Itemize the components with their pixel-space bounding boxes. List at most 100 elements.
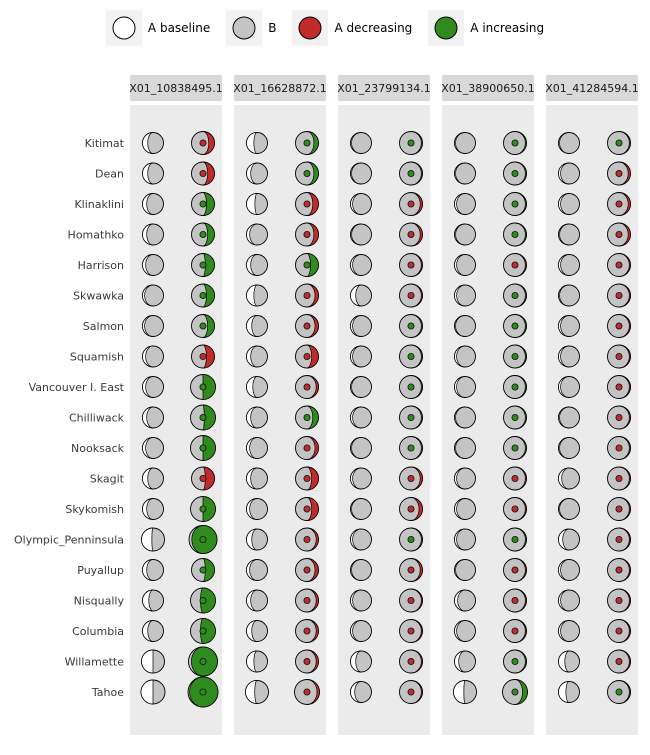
direction-dot [303, 352, 311, 360]
direction-dot [303, 688, 311, 696]
direction-dot [511, 505, 519, 513]
baseline-moon [558, 162, 570, 185]
cell-glyphs [350, 588, 423, 613]
baseline-moon [246, 315, 258, 337]
change-moon [306, 375, 319, 399]
change-moon [618, 344, 631, 369]
change-moon [202, 558, 215, 582]
row-label: Vancouver I. East [29, 381, 125, 394]
baseline-moon [246, 620, 258, 642]
direction-dot [199, 383, 207, 391]
baseline-moon [142, 376, 154, 398]
legend-key-b: B [226, 10, 276, 46]
baseline-moon [454, 315, 466, 337]
direction-dot [303, 474, 311, 482]
change-moon [306, 619, 319, 643]
cell-glyphs [558, 344, 631, 369]
row-label: Homathko [68, 229, 125, 242]
cell-glyphs [246, 375, 319, 399]
direction-dot [303, 170, 311, 178]
direction-dot [199, 352, 207, 360]
change-moon [202, 131, 215, 155]
cell-glyphs [142, 192, 215, 216]
cell-glyphs [350, 161, 423, 186]
baseline-moon [558, 315, 570, 337]
moon-chart-svg: Kitimat Dean Klinaklini Homathko Harrison Skw… [14, 75, 639, 735]
change-moon [514, 679, 528, 705]
cell-glyphs [350, 283, 423, 308]
change-moon [514, 161, 527, 186]
direction-dot [511, 444, 519, 452]
change-moon [618, 131, 631, 155]
change-moon [410, 253, 423, 277]
direction-dot [615, 322, 623, 330]
change-moon [202, 435, 216, 461]
baseline-moon [454, 589, 466, 612]
direction-dot [407, 383, 415, 391]
direction-dot [511, 200, 519, 208]
direction-dot [199, 566, 207, 574]
direction-dot [199, 627, 207, 635]
row-label: Klinaklini [74, 198, 124, 211]
direction-dot [199, 261, 207, 269]
legend-swatch-circle [298, 16, 322, 40]
row-label: Nooksack [71, 442, 125, 455]
cell-glyphs [558, 192, 631, 216]
cell-glyphs [558, 161, 631, 186]
moon-chart-area: Kitimat Dean Klinaklini Homathko Harrison Skw… [0, 65, 650, 754]
cell-glyphs [558, 131, 631, 155]
change-moon [202, 314, 215, 338]
cell-glyphs [246, 527, 319, 552]
facet-strip-label: X01_23799134.1 [337, 82, 431, 95]
change-moon [514, 131, 527, 155]
baseline-moon [245, 680, 258, 704]
baseline-moon [454, 193, 466, 215]
cell-glyphs [142, 558, 215, 582]
cell-glyphs [142, 618, 216, 644]
direction-dot [407, 658, 415, 666]
direction-dot [407, 688, 415, 696]
cell-glyphs [454, 527, 527, 552]
facet-strip-label: X01_10838495.1 [129, 82, 223, 95]
cell-glyphs [558, 314, 631, 338]
direction-dot [615, 597, 623, 605]
direction-dot [511, 413, 519, 421]
change-moon [306, 314, 319, 338]
change-moon [514, 466, 527, 491]
direction-dot [511, 474, 519, 482]
change-moon [514, 497, 527, 521]
change-moon [618, 222, 631, 247]
cell-glyphs [454, 314, 527, 338]
cell-glyphs [350, 680, 423, 704]
cell-glyphs [558, 466, 631, 491]
direction-dot [303, 444, 311, 452]
direction-dot [615, 139, 623, 147]
change-moon [306, 497, 319, 521]
cell-glyphs [246, 222, 319, 247]
change-moon [306, 283, 319, 308]
cell-glyphs [558, 436, 631, 460]
baseline-moon [350, 193, 362, 215]
change-moon [514, 619, 527, 643]
direction-dot [407, 566, 415, 574]
change-moon [410, 558, 423, 582]
direction-dot [303, 627, 311, 635]
direction-dot [407, 230, 415, 238]
cell-glyphs [454, 161, 527, 186]
baseline-moon [350, 132, 362, 154]
cell-glyphs [246, 283, 319, 308]
change-moon [618, 619, 631, 643]
direction-dot [511, 688, 519, 696]
baseline-moon [142, 345, 154, 368]
baseline-moon [141, 649, 154, 674]
direction-dot [199, 505, 207, 513]
change-moon [618, 680, 631, 704]
baseline-moon [558, 589, 570, 612]
direction-dot [199, 139, 207, 147]
cell-glyphs [142, 496, 216, 522]
cell-glyphs [142, 253, 215, 277]
direction-dot [199, 170, 207, 178]
baseline-moon [142, 284, 154, 307]
cell-glyphs [142, 161, 215, 186]
direction-dot [407, 627, 415, 635]
